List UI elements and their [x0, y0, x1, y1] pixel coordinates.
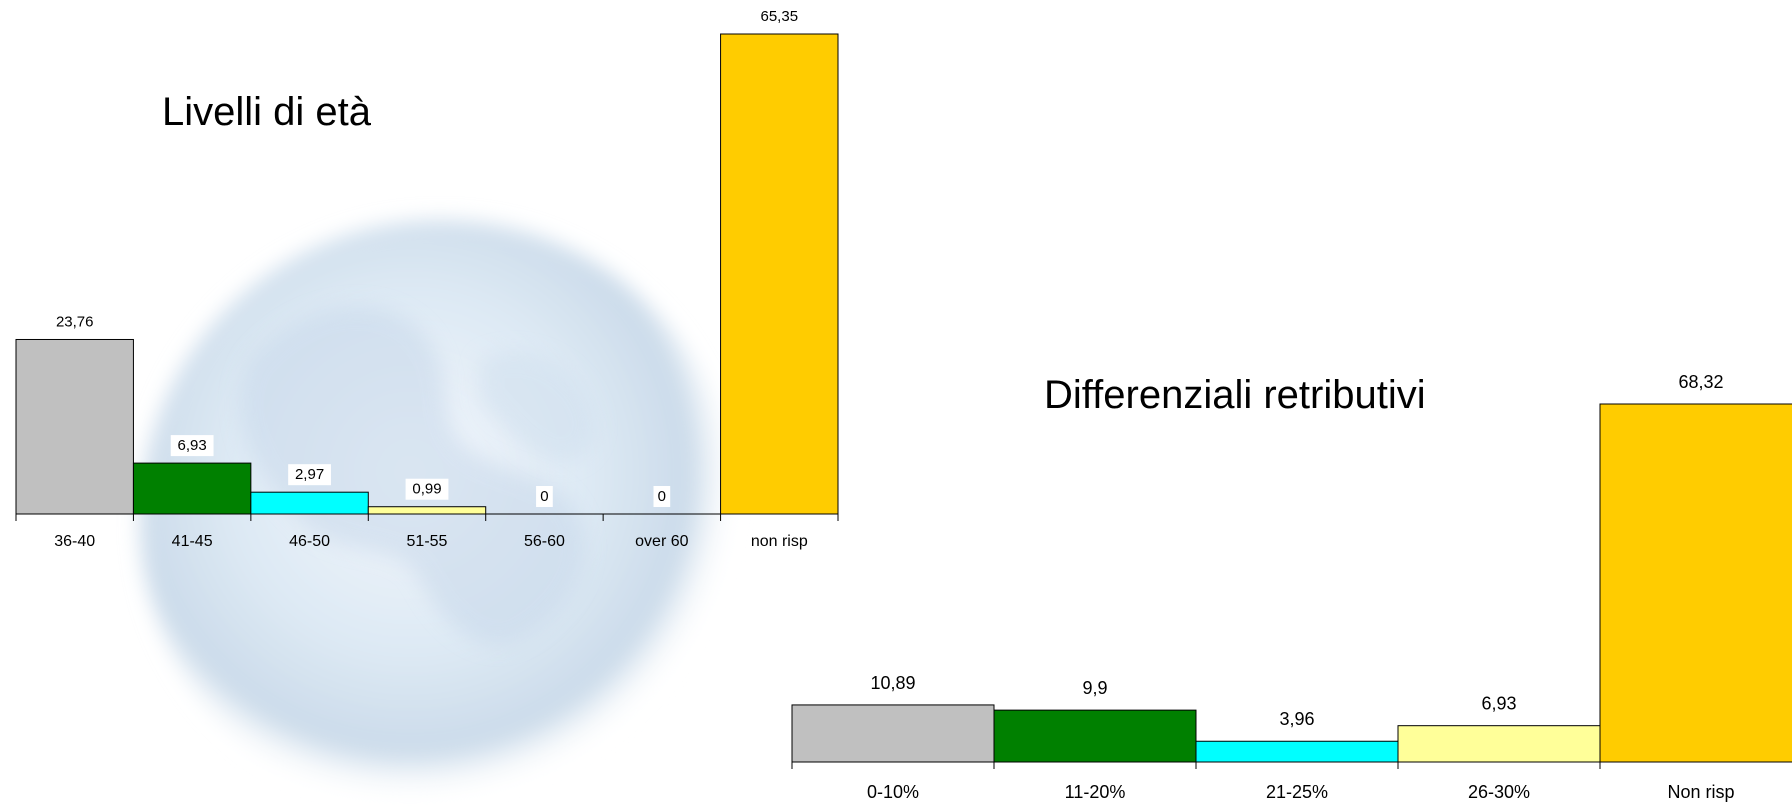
data-label-bg	[862, 670, 924, 695]
age-levels-chart: 23,76 36-40 6,93 41-45 2,97 46-50 0,99 51-55 0 56…	[15, 6, 839, 550]
data-label: 3,96	[1279, 709, 1314, 729]
x-tick-label: 0-10%	[867, 782, 919, 802]
data-label-bg	[653, 486, 671, 507]
bar	[1397, 725, 1601, 763]
bar	[250, 491, 369, 515]
data-label: 0	[658, 488, 666, 505]
x-tick-label: 51-55	[407, 533, 448, 550]
chart-title-age-levels: Livelli di età	[162, 90, 372, 134]
data-label-bg	[170, 435, 214, 457]
x-tick-label: 11-20%	[1065, 782, 1126, 802]
x-tick-label: non risp	[751, 533, 808, 550]
data-label-bg	[753, 6, 806, 27]
bar	[993, 709, 1197, 763]
data-label: 2,97	[295, 466, 324, 483]
x-tick-label: 26-30%	[1468, 782, 1530, 802]
data-label-bg	[1272, 707, 1322, 732]
data-label-bg	[288, 464, 331, 486]
data-label: 23,76	[56, 313, 94, 330]
data-label: 9,9	[1082, 678, 1107, 698]
bar	[791, 704, 995, 763]
data-label: 6,93	[178, 437, 207, 454]
data-label: 6,93	[1481, 694, 1516, 714]
data-label: 68,32	[1678, 372, 1723, 392]
bar	[132, 462, 252, 515]
data-label-bg	[1670, 370, 1732, 394]
x-tick-label: 21-25%	[1266, 782, 1328, 802]
data-label: 0	[540, 488, 548, 505]
x-tick-label: 36-40	[54, 533, 95, 550]
bar	[720, 33, 839, 515]
chart-title-salary-differentials: Differenziali retributivi	[1044, 373, 1426, 417]
bar	[1195, 740, 1399, 763]
salary-differentials-chart: 10,89 0-10% 9,9 11-20% 3,96 21-25% 6,93 26-30% 6…	[791, 370, 1792, 802]
x-tick-label: 46-50	[289, 533, 330, 550]
x-tick-label: 41-45	[172, 533, 213, 550]
bar	[367, 506, 487, 515]
x-tick-label: 56-60	[524, 533, 565, 550]
x-tick-label: Non risp	[1667, 782, 1734, 802]
data-label-bg	[1075, 676, 1115, 701]
data-label: 10,89	[870, 673, 915, 693]
data-label-bg	[48, 311, 101, 333]
data-label: 0,99	[412, 481, 441, 498]
data-label-bg	[536, 486, 553, 507]
data-label-bg	[1474, 691, 1524, 716]
x-tick-label: over 60	[635, 533, 688, 550]
data-label: 65,35	[761, 8, 799, 25]
data-label-bg	[405, 478, 449, 500]
bar	[15, 338, 134, 515]
bar	[1599, 403, 1792, 763]
